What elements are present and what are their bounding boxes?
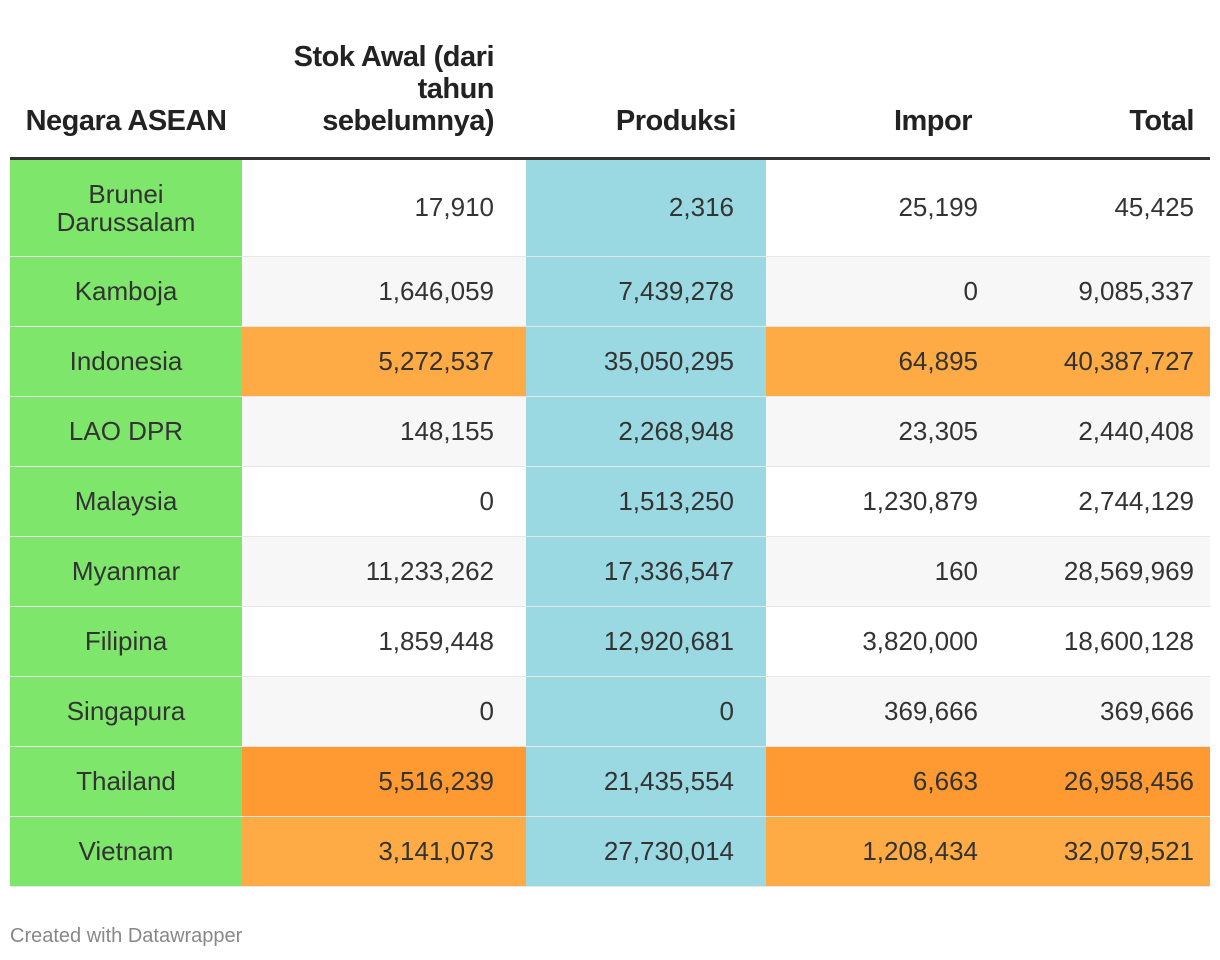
cell-total: 2,744,129 (988, 466, 1210, 537)
table-row: Brunei Darussalam 17,910 2,316 25,199 45,425 (10, 158, 1210, 257)
cell-stok-awal: 0 (242, 676, 526, 747)
cell-impor: 64,895 (766, 326, 988, 397)
cell-produksi: 1,513,250 (526, 466, 766, 537)
cell-country: Singapura (10, 676, 242, 747)
cell-produksi: 17,336,547 (526, 536, 766, 607)
cell-produksi: 12,920,681 (526, 606, 766, 677)
table-row: Malaysia 0 1,513,250 1,230,879 2,744,129 (10, 466, 1210, 537)
cell-total: 45,425 (988, 158, 1210, 257)
cell-stok-awal: 17,910 (242, 158, 526, 257)
cell-country: Vietnam (10, 816, 242, 887)
cell-stok-awal: 1,859,448 (242, 606, 526, 677)
header-impor[interactable]: Impor (766, 0, 988, 160)
cell-country: Thailand (10, 746, 242, 817)
cell-impor: 3,820,000 (766, 606, 988, 677)
cell-total: 26,958,456 (988, 746, 1210, 817)
footer-credit[interactable]: Created with Datawrapper (10, 925, 243, 947)
cell-total: 32,079,521 (988, 816, 1210, 887)
cell-country: Kamboja (10, 256, 242, 327)
table-row: LAO DPR 148,155 2,268,948 23,305 2,440,408 (10, 396, 1210, 467)
table-row: Thailand 5,516,239 21,435,554 6,663 26,958,4… (10, 746, 1210, 817)
cell-produksi: 0 (526, 676, 766, 747)
cell-produksi: 27,730,014 (526, 816, 766, 887)
cell-total: 18,600,128 (988, 606, 1210, 677)
cell-impor: 23,305 (766, 396, 988, 467)
cell-impor: 369,666 (766, 676, 988, 747)
cell-stok-awal: 5,272,537 (242, 326, 526, 397)
cell-impor: 1,230,879 (766, 466, 988, 537)
cell-stok-awal: 5,516,239 (242, 746, 526, 817)
cell-total: 2,440,408 (988, 396, 1210, 467)
cell-stok-awal: 11,233,262 (242, 536, 526, 607)
cell-produksi: 35,050,295 (526, 326, 766, 397)
cell-stok-awal: 3,141,073 (242, 816, 526, 887)
table-row: Filipina 1,859,448 12,920,681 3,820,000 18,6… (10, 606, 1210, 677)
data-table: Negara ASEAN Stok Awal (dari tahun sebel… (10, 0, 1210, 887)
header-stok-awal[interactable]: Stok Awal (dari tahun sebelumnya) (242, 0, 526, 160)
cell-total: 9,085,337 (988, 256, 1210, 327)
cell-impor: 25,199 (766, 158, 988, 257)
table-row: Singapura 0 0 369,666 369,666 (10, 676, 1210, 747)
cell-country: Brunei Darussalam (10, 158, 242, 257)
cell-country: Filipina (10, 606, 242, 677)
cell-produksi: 2,268,948 (526, 396, 766, 467)
cell-stok-awal: 148,155 (242, 396, 526, 467)
table-body: Brunei Darussalam 17,910 2,316 25,199 45,425… (10, 158, 1210, 887)
cell-impor: 0 (766, 256, 988, 327)
cell-stok-awal: 1,646,059 (242, 256, 526, 327)
table-header-row: Negara ASEAN Stok Awal (dari tahun sebel… (10, 0, 1210, 160)
table-row: Myanmar 11,233,262 17,336,547 160 28,569,969 (10, 536, 1210, 607)
cell-total: 369,666 (988, 676, 1210, 747)
table-row: Kamboja 1,646,059 7,439,278 0 9,085,337 (10, 256, 1210, 327)
cell-produksi: 2,316 (526, 158, 766, 257)
cell-total: 40,387,727 (988, 326, 1210, 397)
cell-impor: 1,208,434 (766, 816, 988, 887)
cell-country: Malaysia (10, 466, 242, 537)
cell-produksi: 21,435,554 (526, 746, 766, 817)
cell-total: 28,569,969 (988, 536, 1210, 607)
cell-country: Indonesia (10, 326, 242, 397)
cell-impor: 6,663 (766, 746, 988, 817)
cell-impor: 160 (766, 536, 988, 607)
header-total[interactable]: Total (988, 0, 1210, 160)
cell-produksi: 7,439,278 (526, 256, 766, 327)
cell-stok-awal: 0 (242, 466, 526, 537)
header-produksi[interactable]: Produksi (526, 0, 766, 160)
cell-country: LAO DPR (10, 396, 242, 467)
table-row: Indonesia 5,272,537 35,050,295 64,895 40,387… (10, 326, 1210, 397)
cell-country: Myanmar (10, 536, 242, 607)
table-row: Vietnam 3,141,073 27,730,014 1,208,434 32,07… (10, 816, 1210, 887)
header-negara[interactable]: Negara ASEAN (10, 0, 242, 160)
data-table-container: Negara ASEAN Stok Awal (dari tahun sebel… (10, 0, 1210, 887)
